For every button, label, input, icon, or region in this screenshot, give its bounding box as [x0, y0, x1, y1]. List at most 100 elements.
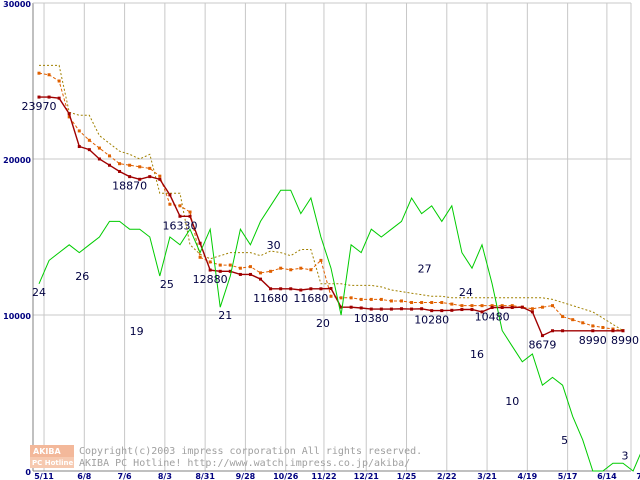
series-average-price-point — [67, 115, 71, 119]
x-tick-label: 5/11 — [34, 472, 54, 480]
y-tick-label: 30000 — [3, 0, 31, 9]
series-average-price-point — [259, 271, 263, 275]
series-average-price-point — [410, 301, 414, 305]
series-average-price-point — [107, 154, 111, 158]
series-lowest-price-point — [369, 307, 373, 311]
series-lowest-price-point — [47, 95, 51, 99]
price-data-label: 11680 — [293, 292, 328, 305]
series-lowest-price-point — [238, 272, 242, 276]
series-average-price-point — [168, 202, 172, 206]
series-average-price-point — [460, 304, 464, 308]
series-lowest-price-point — [500, 306, 504, 310]
series-lowest-price-point — [410, 307, 414, 311]
series-lowest-price-point — [67, 112, 71, 116]
count-data-label: 24 — [32, 286, 46, 299]
series-lowest-price-point — [118, 169, 122, 173]
series-lowest-price-point — [389, 307, 393, 311]
series-lowest-price-point — [440, 309, 444, 313]
count-data-label: 19 — [130, 325, 144, 338]
series-lowest-price-point — [430, 309, 434, 313]
series-lowest-price-point — [77, 145, 81, 149]
series-lowest-price-point — [37, 95, 41, 99]
series-lowest-price-point — [218, 269, 222, 273]
series-average-price-point — [329, 294, 333, 298]
series-average-price-point — [399, 299, 403, 303]
series-average-price-point — [238, 266, 242, 270]
series-average-price-point — [269, 269, 273, 273]
series-lowest-price-point — [188, 214, 192, 218]
series-lowest-price-point — [87, 148, 91, 152]
copyright-line-1: Copyright(c)2003 impress corporation All… — [79, 446, 422, 457]
series-lowest-price-point — [319, 287, 323, 291]
series-lowest-price-point — [248, 272, 252, 276]
price-data-label: 8990 — [579, 334, 607, 347]
price-data-label: 16330 — [162, 219, 197, 232]
series-lowest-price-point — [561, 329, 565, 333]
series-lowest-price-point — [379, 307, 383, 311]
axes — [32, 2, 632, 472]
series-lowest-price-point — [289, 287, 293, 291]
series-average-price-point — [500, 304, 504, 308]
count-data-label: 30 — [267, 239, 281, 252]
series-lowest-price-point — [359, 306, 363, 310]
series-average-price-point — [490, 304, 494, 308]
series-average-price-point — [309, 268, 313, 272]
x-tick-label: 9/28 — [236, 472, 256, 480]
count-data-label: 27 — [418, 262, 432, 275]
series-average-price-point — [228, 263, 232, 267]
series-lowest-price-point — [611, 329, 615, 333]
series-lowest-price-point — [138, 177, 142, 181]
series-average-price-point — [57, 79, 61, 83]
series-average-price-point — [128, 163, 132, 167]
series-lowest-price-point — [510, 306, 514, 310]
series-lowest-price-point — [339, 305, 343, 309]
y-axis-tick-labels: 0 10000 20000 30000 — [3, 0, 31, 477]
series-lowest-price-point — [551, 329, 555, 333]
series-lowest-price-point — [621, 329, 625, 333]
series-lowest-price-point — [460, 308, 464, 312]
series-lowest-price-point — [480, 310, 484, 314]
y-tick-label: 20000 — [3, 156, 31, 165]
series-average-price-point — [389, 299, 393, 303]
x-axis-tick-labels: 5/11 6/8 7/6 8/3 8/31 9/28 10/26 11/22 12/21 1/25… — [34, 472, 640, 480]
series-lowest-price-point — [490, 306, 494, 310]
series-shop-count-line — [38, 189, 640, 472]
series-average-price-point — [530, 307, 534, 311]
series-average-price-point — [77, 129, 81, 133]
logo-top-block — [30, 445, 74, 457]
series-average-price-point — [561, 315, 565, 319]
series-average-price-point — [480, 304, 484, 308]
series-lowest-price-point — [399, 307, 403, 311]
series-lowest-price-point — [107, 163, 111, 167]
series-average-price-point — [178, 204, 182, 208]
series-lowest-price-point — [97, 157, 101, 161]
series-average-price-point — [540, 305, 544, 309]
series-lowest-price-point — [178, 214, 182, 218]
series-lowest-price-point — [470, 308, 474, 312]
series-average-price-point — [349, 296, 353, 300]
series-average-price-point — [591, 324, 595, 328]
count-data-label: 21 — [218, 309, 232, 322]
series-lowest-price-point — [198, 241, 202, 245]
y-tick-label: 10000 — [3, 312, 31, 321]
series-lowest-price-point — [540, 334, 544, 338]
series-lowest-price-point — [299, 288, 303, 292]
series-lowest-price-point — [309, 287, 313, 291]
series-lowest-price-point — [450, 308, 454, 312]
price-data-label: 18870 — [112, 180, 147, 193]
x-tick-label: 8/3 — [158, 472, 172, 480]
series-average-price-point — [319, 258, 323, 262]
x-tick-label: 4/19 — [518, 472, 538, 480]
series-lowest-price-point — [530, 310, 534, 314]
series-average-price-point — [450, 302, 454, 306]
x-tick-label: 11/22 — [311, 472, 336, 480]
logo-text-bottom: PC Hotline! — [32, 459, 76, 467]
price-data-label: 23970 — [22, 100, 57, 113]
price-data-label: 10380 — [354, 312, 389, 325]
x-tick-label: 3/21 — [477, 472, 497, 480]
series-lowest-price-point — [158, 177, 162, 181]
x-tick-label: 7/12 — [636, 472, 640, 480]
x-tick-label: 7/6 — [118, 472, 132, 480]
series-layer — [37, 64, 640, 472]
